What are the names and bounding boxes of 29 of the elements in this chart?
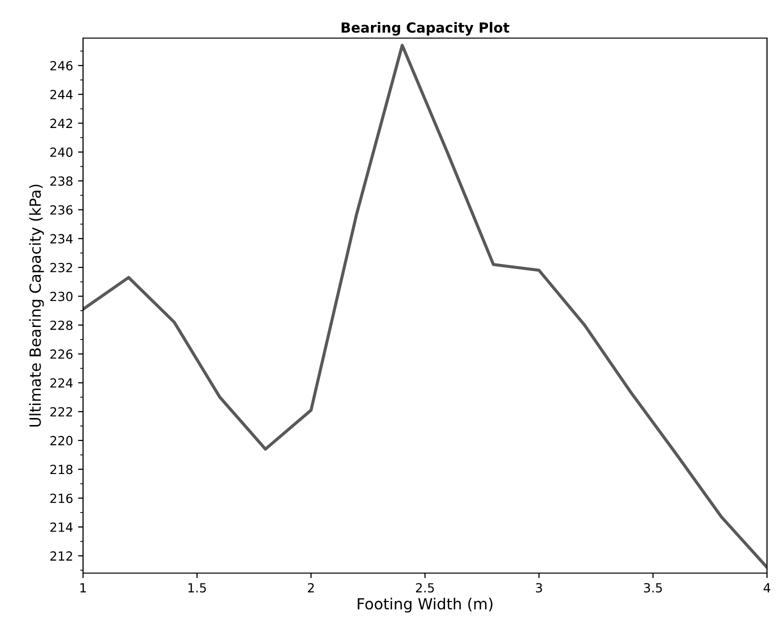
x-tick-label: 1 [80,583,86,592]
x-tick-label: 2.5 [416,583,434,593]
chart-title: Bearing Capacity Plot [342,22,510,36]
x-tick-label: 3 [536,583,542,593]
y-tick-label: 218 [50,464,72,474]
y-tick-label: 224 [50,378,73,388]
y-tick-label: 234 [50,234,73,244]
x-tick-label: 2 [308,583,314,592]
x-tick-label: 4 [764,583,770,592]
y-tick-label: 232 [50,262,72,272]
y-tick-label: 242 [50,118,72,128]
y-tick-label: 238 [50,176,72,186]
y-tick-label: 246 [50,60,73,70]
x-tick-label: 3.5 [644,583,662,593]
y-tick-label: 236 [50,205,73,215]
y-tick-label: 222 [50,407,72,416]
y-tick-label: 212 [50,551,72,561]
y-axis-title: Ultimate Bearing Capacity (kPa) [29,184,44,427]
y-tick-label: 230 [50,292,72,302]
y-tick-label: 216 [50,494,73,504]
y-tick-label: 220 [50,436,72,446]
y-tick-label: 226 [50,349,73,359]
y-tick-label: 240 [50,148,72,157]
y-tick-label: 214 [50,522,73,532]
y-tick-label: 228 [50,320,72,330]
y-tick-label: 244 [50,90,73,100]
x-axis-title: Footing Width (m) [358,598,492,613]
x-tick-label: 1.5 [188,583,206,593]
line-series [83,44,768,569]
